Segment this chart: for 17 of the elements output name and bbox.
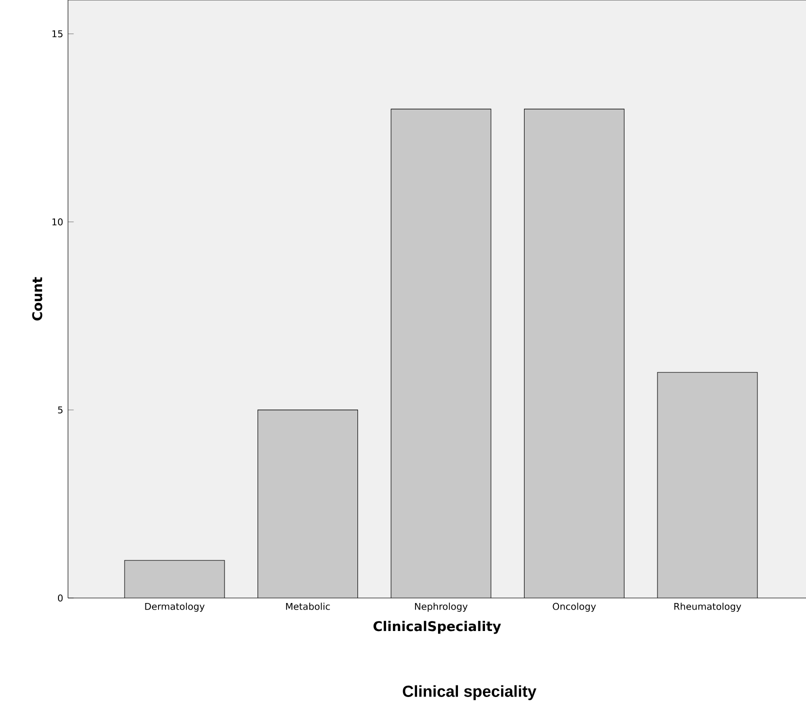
y-tick-label: 5 xyxy=(58,406,62,414)
bar xyxy=(391,109,491,598)
x-axis-title: ClinicalSpeciality xyxy=(374,620,501,634)
y-tick-label: 15 xyxy=(52,30,62,38)
x-tick-label: Dermatology xyxy=(145,602,205,612)
text: Clinical speciality xyxy=(402,685,536,700)
bar xyxy=(258,410,358,598)
y-axis-title: Count xyxy=(32,277,42,320)
y-tick-label: 0 xyxy=(58,594,63,602)
bar xyxy=(657,372,758,598)
x-tick-label: Rheumatology xyxy=(674,602,742,612)
x-tick-label: Oncology xyxy=(552,602,596,612)
x-tick-label: Nephrology xyxy=(415,602,468,612)
y-tick-label: 10 xyxy=(52,218,63,226)
x-tick-label: Metabolic xyxy=(286,602,330,610)
bar xyxy=(124,560,225,598)
bar xyxy=(524,109,624,598)
